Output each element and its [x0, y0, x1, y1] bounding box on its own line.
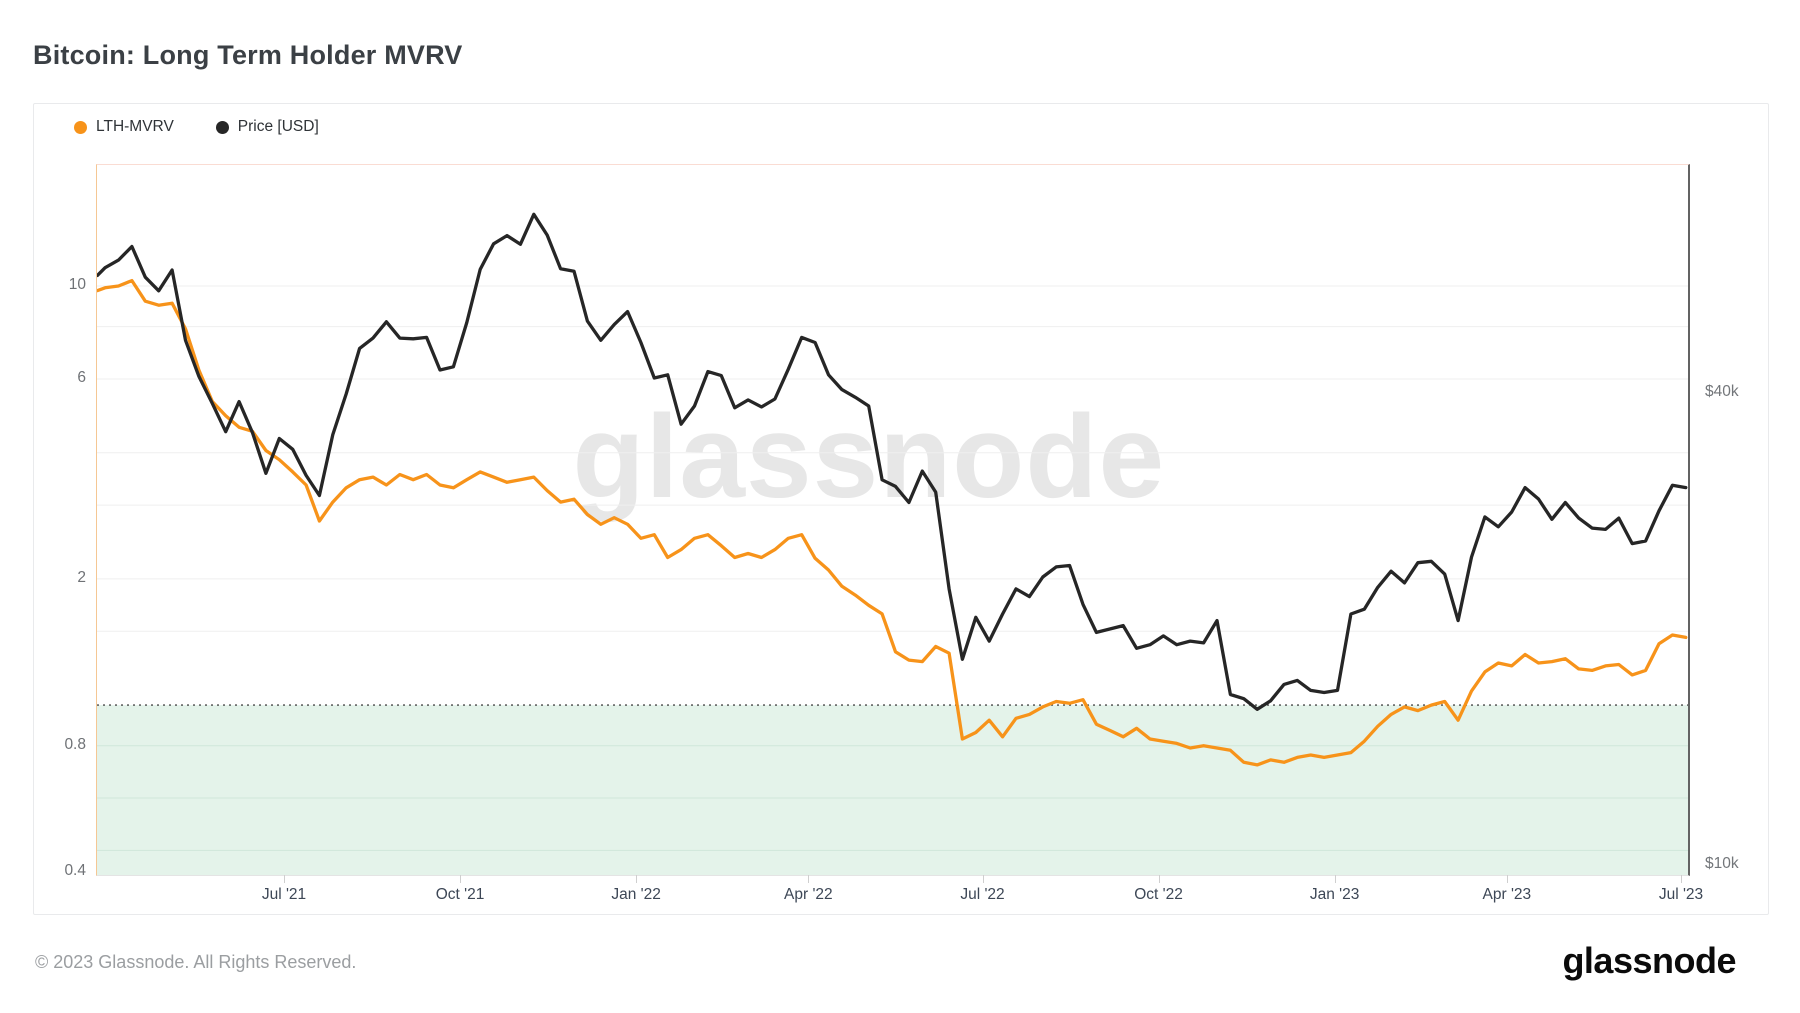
x-axis-label: Apr '22	[784, 886, 833, 903]
x-axis-tick	[636, 875, 638, 883]
plot-area[interactable]: glassnode	[96, 164, 1690, 876]
x-axis-tick	[284, 875, 285, 883]
page-title: Bitcoin: Long Term Holder MVRV	[33, 40, 463, 70]
chart-legend: LTH-MVRV Price [USD]	[74, 118, 319, 136]
lth-mvrv-line	[97, 278, 1688, 767]
x-axis-label: Jan '23	[1309, 886, 1360, 903]
x-axis-label: Jan '22	[611, 886, 661, 903]
y-axis-right-label: $10k	[1705, 855, 1739, 873]
y-axis-right-label: $40k	[1705, 383, 1739, 400]
x-axis-tick	[1681, 875, 1682, 883]
legend-item-lth-mvrv[interactable]: LTH-MVRV	[74, 118, 174, 136]
legend-label: Price [USD]	[237, 118, 319, 135]
x-axis-tick	[1334, 875, 1336, 883]
y-axis-left-label: 6	[77, 368, 86, 386]
chart-card: LTH-MVRV Price [USD] glassnode 10 6 2 0.8 0.…	[33, 103, 1769, 915]
x-axis-tick	[1506, 875, 1508, 883]
footer-copyright: © 2023 Glassnode. All Rights Reserved.	[35, 952, 357, 972]
x-axis-label: Jul '21	[261, 886, 307, 903]
price-usd-line	[97, 212, 1688, 711]
y-axis-left-label: 10	[68, 276, 86, 293]
price-usd-dot-icon	[215, 120, 229, 134]
x-axis-tick	[1158, 875, 1160, 883]
x-axis-tick	[982, 875, 984, 883]
chart-svg	[97, 212, 1688, 875]
x-axis-tick	[808, 875, 810, 883]
lth-mvrv-dot-icon	[74, 120, 87, 134]
x-axis-label: Oct '21	[435, 886, 485, 903]
x-axis-label: Jul '23	[1658, 886, 1704, 903]
underwater-zone	[97, 705, 1688, 875]
x-axis-label: Apr '23	[1482, 886, 1532, 903]
y-axis-left-label: 0.4	[64, 861, 86, 879]
legend-label: LTH-MVRV	[96, 118, 174, 135]
legend-item-price-usd[interactable]: Price [USD]	[215, 118, 319, 136]
x-axis-label: Oct '22	[1134, 886, 1183, 903]
glassnode-logo: glassnode	[1562, 940, 1736, 981]
y-axis-left-label: 0.8	[64, 735, 86, 753]
x-axis-tick	[460, 875, 462, 883]
y-axis-left-label: 2	[77, 568, 86, 586]
x-axis-label: Jul '22	[960, 886, 1005, 903]
